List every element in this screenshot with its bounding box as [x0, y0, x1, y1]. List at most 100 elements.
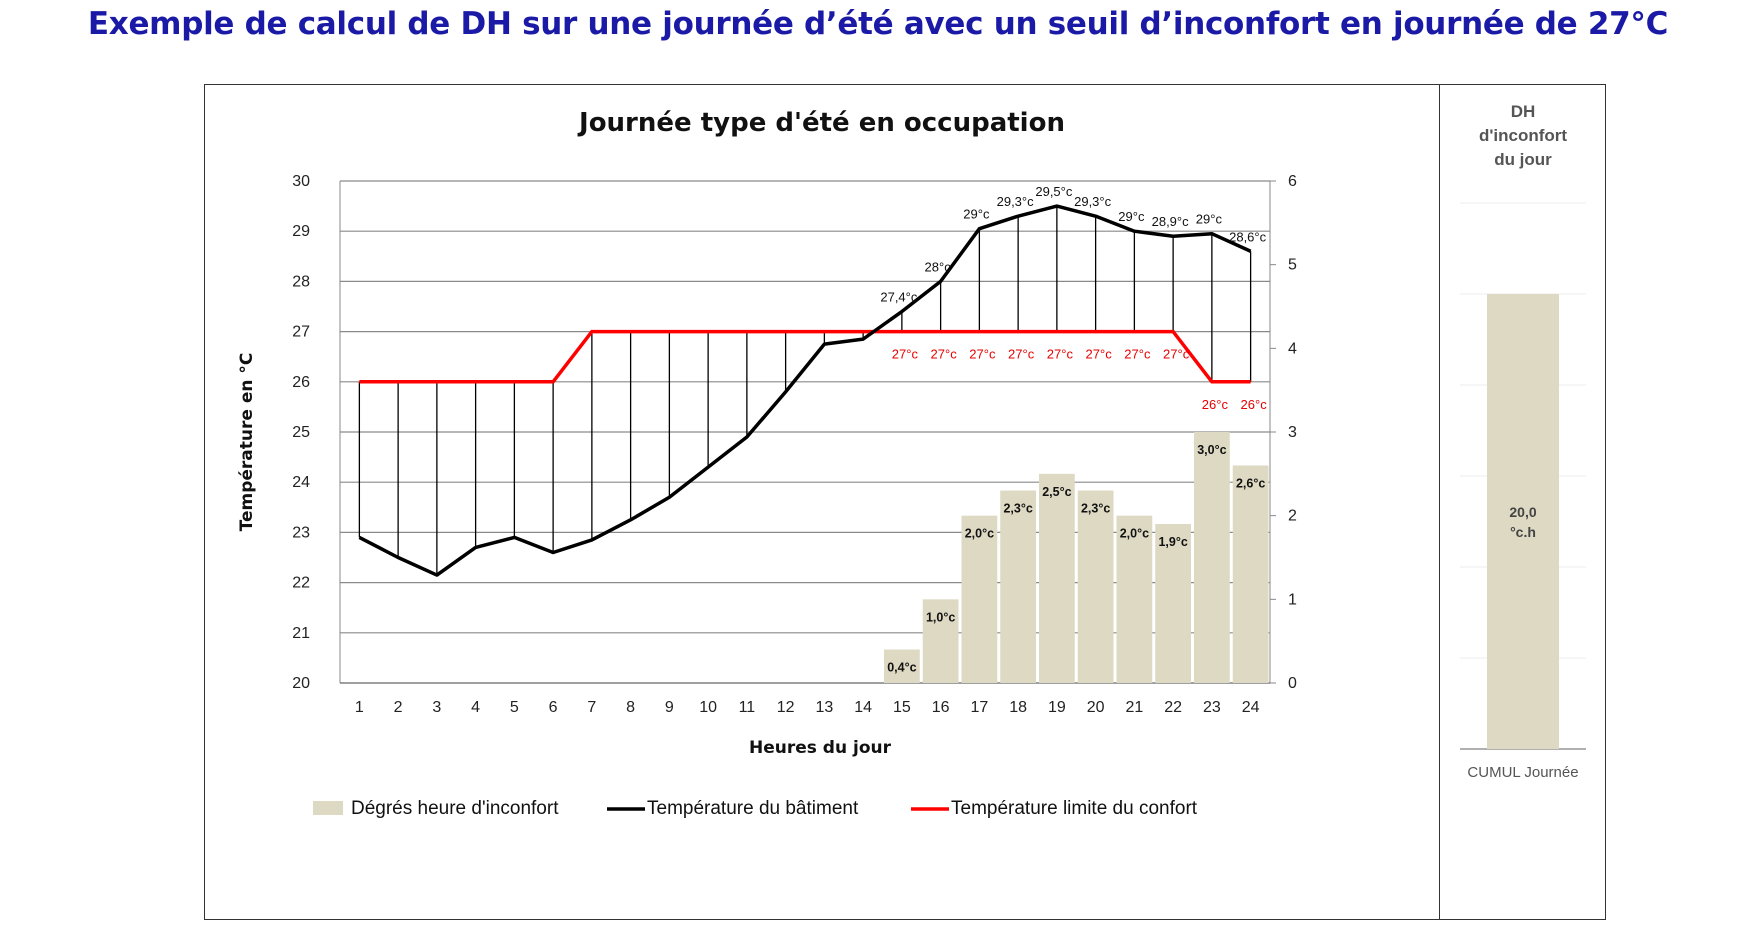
cumul-value-label: 20,0 [1509, 504, 1536, 520]
y2-tick-label: 1 [1288, 591, 1297, 608]
building-data-label: 27,4°c [880, 290, 918, 305]
bar-data-label: 1,9°c [1158, 535, 1187, 549]
limit-data-label: 27°c [1008, 347, 1035, 362]
x-tick-label: 10 [699, 699, 717, 716]
y-tick-label: 21 [292, 625, 310, 642]
y2-tick-label: 3 [1288, 424, 1297, 441]
limit-data-label: 27°c [1163, 347, 1190, 362]
dh-bar [1194, 432, 1230, 683]
x-tick-label: 21 [1125, 699, 1143, 716]
x-tick-label: 22 [1164, 699, 1182, 716]
dh-bar [884, 649, 920, 683]
dh-bar [1077, 490, 1114, 683]
dh-bar [961, 515, 998, 683]
limit-data-label: 27°c [1047, 347, 1074, 362]
y-tick-label: 26 [292, 374, 310, 391]
x-tick-label: 3 [432, 699, 441, 716]
legend: Dégrés heure d'inconfort Température du b… [313, 798, 1198, 819]
building-data-label: 29°c [1196, 212, 1223, 227]
x-tick-label: 15 [893, 699, 911, 716]
limit-data-label: 27°c [1124, 347, 1151, 362]
y-tick-label: 25 [292, 424, 310, 441]
x-tick-label: 24 [1242, 699, 1260, 716]
y-tick-label: 28 [292, 273, 310, 290]
bar-data-label: 0,4°c [887, 661, 916, 675]
cumul-value-label: °c.h [1510, 524, 1536, 540]
x-tick-label: 14 [854, 699, 872, 716]
dh-bar [1039, 473, 1075, 683]
limit-data-label: 26°c [1202, 397, 1229, 412]
building-data-label: 29,5°c [1035, 184, 1073, 199]
x-tick-label: 2 [394, 699, 403, 716]
building-data-label: 29,3°c [997, 194, 1035, 209]
cumul-chart: DH d'inconfort du jour 20,0 °c.h CUMUL Journé… [1460, 102, 1586, 781]
dh-bar [1000, 490, 1036, 683]
x-tick-label: 9 [665, 699, 674, 716]
cumul-chart-frame: DH d'inconfort du jour 20,0 °c.h CUMUL Journé… [1440, 84, 1606, 920]
bar-data-label: 2,3°c [1003, 502, 1032, 516]
building-data-label: 29,3°c [1074, 194, 1112, 209]
x-tick-label: 6 [549, 699, 558, 716]
x-tick-label: 1 [355, 699, 364, 716]
bar-data-label: 2,0°c [1120, 527, 1149, 541]
y2-tick-label: 5 [1288, 257, 1297, 274]
limit-data-label: 27°c [892, 347, 919, 362]
main-chart: Journée type d'été en occupation20212223… [237, 108, 1297, 819]
building-data-label: 28,6°c [1229, 229, 1267, 244]
y-tick-label: 20 [292, 675, 310, 692]
limit-data-label: 27°c [1086, 347, 1113, 362]
limit-data-label: 26°c [1241, 397, 1268, 412]
x-tick-label: 5 [510, 699, 519, 716]
cumul-bar [1487, 294, 1559, 749]
y-tick-label: 22 [292, 575, 310, 592]
building-data-label: 29°c [1118, 209, 1145, 224]
dh-bar [1116, 515, 1153, 683]
bar-data-label: 2,0°c [965, 527, 994, 541]
page-title: Exemple de calcul de DH sur une journée … [87, 6, 1669, 42]
y-tick-label: 30 [292, 173, 310, 190]
x-tick-label: 17 [970, 699, 988, 716]
legend-label: Température limite du confort [951, 798, 1198, 819]
y-tick-label: 24 [292, 474, 310, 491]
y-tick-label: 23 [292, 524, 310, 541]
limit-data-label: 27°c [931, 347, 958, 362]
bar-data-label: 2,3°c [1081, 502, 1110, 516]
cumul-title-line: d'inconfort [1479, 126, 1567, 145]
cumul-title-line: du jour [1494, 150, 1552, 169]
x-tick-label: 20 [1087, 699, 1105, 716]
dh-bar [922, 599, 959, 683]
building-data-label: 28°c [925, 259, 952, 274]
bar-data-label: 3,0°c [1197, 443, 1226, 457]
y2-tick-label: 2 [1288, 508, 1297, 525]
x-tick-label: 16 [932, 699, 950, 716]
building-data-label: 29°c [963, 207, 990, 222]
cumul-title-line: DH [1511, 102, 1536, 121]
dh-bar [1232, 465, 1269, 683]
x-tick-label: 23 [1203, 699, 1221, 716]
x-tick-label: 11 [739, 699, 756, 716]
building-data-label: 28,9°c [1152, 214, 1190, 229]
x-axis-title: Heures du jour [749, 738, 892, 758]
x-tick-label: 18 [1009, 699, 1027, 716]
y-axis-title: Température en °C [237, 353, 257, 532]
legend-swatch-bars [313, 801, 343, 815]
x-tick-label: 7 [587, 699, 596, 716]
cumul-category-label: CUMUL Journée [1467, 764, 1578, 781]
x-tick-label: 19 [1048, 699, 1066, 716]
chart-title: Journée type d'été en occupation [577, 108, 1065, 138]
limit-temperature-line [359, 329, 1251, 384]
y2-tick-label: 4 [1288, 340, 1297, 357]
x-tick-label: 13 [815, 699, 833, 716]
bar-data-label: 2,6°c [1236, 476, 1265, 490]
bar-data-label: 2,5°c [1042, 485, 1071, 499]
legend-label: Dégrés heure d'inconfort [351, 798, 559, 819]
main-chart-frame: Journée type d'été en occupation 20 21 22 23… [204, 84, 1440, 920]
limit-data-label: 27°c [969, 347, 996, 362]
y2-tick-label: 6 [1288, 173, 1297, 190]
bar-data-label: 1,0°c [926, 610, 955, 624]
legend-label: Température du bâtiment [647, 798, 859, 819]
y-tick-label: 27 [292, 324, 310, 341]
y2-tick-label: 0 [1288, 675, 1297, 692]
dh-bar [1155, 524, 1191, 683]
x-tick-label: 12 [777, 699, 795, 716]
